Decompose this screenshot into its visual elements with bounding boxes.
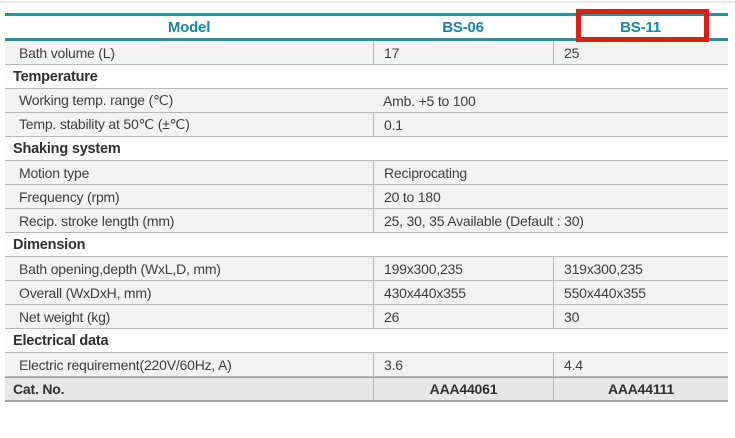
catalog-number-bs06: AAA44061 — [373, 378, 553, 400]
spec-label: Recip. stroke length (mm) — [19, 212, 175, 229]
table-row-frequency: Frequency (rpm) 20 to 180 — [5, 185, 728, 209]
table-row-bath-volume: Bath volume (L) 17 25 — [5, 41, 728, 65]
table-row-bath-opening: Bath opening,depth (WxL,D, mm) 199x300,2… — [5, 257, 728, 281]
spec-value-bs06: 3.6 — [373, 353, 553, 376]
spec-label: Motion type — [19, 164, 90, 181]
table-row-overall-size: Overall (WxDxH, mm) 430x440x355 550x440x… — [5, 281, 728, 305]
spec-value-shared: 25, 30, 35 Available (Default : 30) — [373, 209, 728, 232]
spec-label: Electric requirement(220V/60Hz, A) — [19, 356, 232, 373]
spec-label: Frequency (rpm) — [19, 188, 120, 205]
spec-label: Cat. No. — [13, 381, 65, 397]
spec-value-bs11: 30 — [553, 305, 728, 328]
section-row-temperature: Temperature — [5, 65, 728, 89]
spec-value-shared: Reciprocating — [373, 161, 728, 184]
spec-value-shared: Amb. +5 to 100 — [383, 92, 476, 109]
spec-value-shared: 0.1 — [373, 113, 728, 136]
section-title: Dimension — [13, 236, 86, 253]
spec-value-bs06: 199x300,235 — [373, 257, 553, 280]
header-model-bs06: BS-06 — [442, 18, 484, 36]
product-spec-table: Model BS-06 BS-11 Bath volume (L) 17 25 … — [5, 9, 728, 402]
page-top-divider — [0, 1, 735, 3]
spec-value-bs11: 319x300,235 — [553, 257, 728, 280]
table-row-working-temp: Working temp. range (℃) Amb. +5 to 100 — [5, 89, 728, 113]
spec-value-bs06: 26 — [373, 305, 553, 328]
table-row-temp-stability: Temp. stability at 50℃ (±℃) 0.1 — [5, 113, 728, 137]
section-title: Temperature — [13, 68, 98, 85]
spec-value-bs06: 17 — [373, 41, 553, 64]
table-header-row: Model BS-06 BS-11 — [5, 9, 728, 42]
section-title: Shaking system — [13, 140, 121, 157]
table-row-net-weight: Net weight (kg) 26 30 — [5, 305, 728, 329]
section-row-shaking-system: Shaking system — [5, 137, 728, 161]
table-row-stroke-length: Recip. stroke length (mm) 25, 30, 35 Ava… — [5, 209, 728, 233]
table-row-cat-no: Cat. No. AAA44061 AAA44111 — [5, 377, 728, 402]
section-row-dimension: Dimension — [5, 233, 728, 257]
spec-value-shared: 20 to 180 — [373, 185, 728, 208]
spec-label: Overall (WxDxH, mm) — [19, 284, 152, 301]
spec-label: Temp. stability at 50℃ (±℃) — [19, 116, 190, 132]
header-model-bs11: BS-11 — [620, 18, 661, 36]
spec-value-bs11: 550x440x355 — [553, 281, 728, 304]
section-row-electrical-data: Electrical data — [5, 329, 728, 353]
header-model: Model — [167, 18, 211, 36]
table-row-motion-type: Motion type Reciprocating — [5, 161, 728, 185]
catalog-number-bs11: AAA44111 — [553, 378, 728, 400]
table-row-electric-requirement: Electric requirement(220V/60Hz, A) 3.6 4… — [5, 353, 728, 377]
spec-label: Bath volume (L) — [19, 44, 115, 61]
spec-value-bs11: 25 — [553, 41, 728, 64]
spec-value-bs06: 430x440x355 — [373, 281, 553, 304]
spec-label: Working temp. range (℃) — [19, 92, 174, 108]
spec-value-bs11: 4.4 — [553, 353, 728, 376]
spec-label: Net weight (kg) — [19, 308, 111, 325]
spec-label: Bath opening,depth (WxL,D, mm) — [19, 260, 221, 277]
section-title: Electrical data — [13, 332, 109, 349]
